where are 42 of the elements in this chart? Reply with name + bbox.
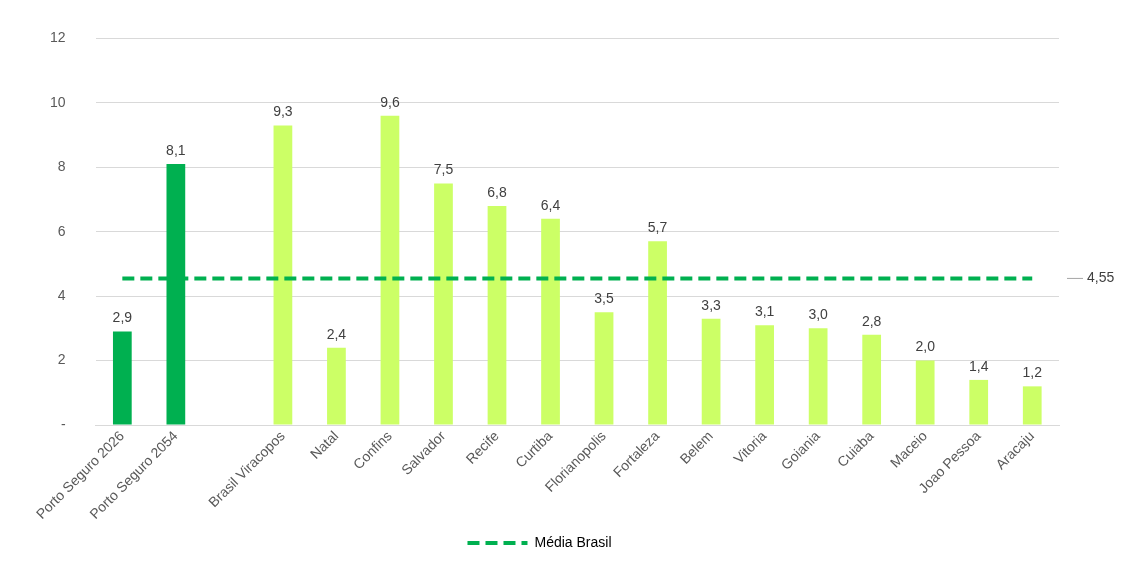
bar	[112, 331, 132, 425]
bar	[487, 205, 507, 425]
data-label: 2,0	[915, 338, 936, 355]
bar	[434, 183, 453, 425]
y-tick-label: 4	[57, 287, 66, 303]
y-tick-label: 6	[57, 222, 66, 239]
data-label: 6,4	[540, 196, 561, 213]
y-tick-label: 12	[49, 29, 66, 46]
text: 4,55	[1087, 269, 1115, 286]
data-label: 9,6	[380, 93, 400, 110]
data-label: 3,1	[754, 303, 775, 319]
bar	[862, 334, 882, 425]
bar	[915, 360, 935, 425]
data-label: 3,3	[701, 296, 722, 313]
data-label: 6,8	[487, 183, 507, 200]
data-label: 8,1	[166, 141, 186, 158]
bar	[808, 328, 828, 425]
data-label: 7,5	[433, 161, 454, 178]
data-label: 9,3	[273, 103, 293, 120]
data-label: 1,4	[968, 357, 989, 374]
bar	[701, 318, 721, 425]
data-label: 1,2	[1022, 364, 1043, 381]
bar	[327, 347, 346, 425]
y-tick-label: 10	[49, 93, 66, 110]
bar	[541, 218, 560, 425]
data-label: 3,0	[808, 306, 829, 323]
bar	[648, 241, 667, 425]
data-label: 2,9	[112, 309, 133, 326]
data-label: 2,8	[861, 312, 882, 329]
y-tick-label: 2	[57, 351, 66, 368]
data-label: 3,5	[594, 290, 614, 307]
bar	[380, 115, 400, 425]
bar	[594, 312, 614, 425]
bar	[969, 379, 989, 425]
data-label: 5,7	[647, 219, 668, 236]
bar	[273, 125, 293, 425]
legend-label: Média Brasil	[534, 533, 612, 550]
data-label: 2,4	[326, 325, 347, 342]
y-tick-label: -	[60, 415, 66, 432]
bar	[755, 325, 774, 425]
y-tick-label: 8	[57, 158, 66, 175]
bar	[1022, 386, 1042, 425]
